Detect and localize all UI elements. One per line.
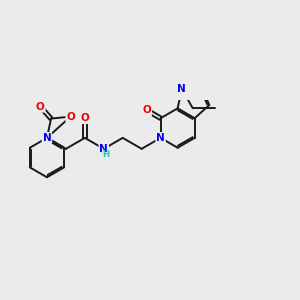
Text: O: O: [66, 112, 75, 122]
Text: O: O: [142, 105, 151, 115]
Text: O: O: [36, 102, 45, 112]
Text: N: N: [156, 133, 165, 143]
Text: N: N: [43, 133, 51, 143]
Text: O: O: [80, 113, 89, 123]
Text: N: N: [99, 144, 108, 154]
Text: H: H: [102, 150, 109, 159]
Text: N: N: [177, 84, 186, 94]
